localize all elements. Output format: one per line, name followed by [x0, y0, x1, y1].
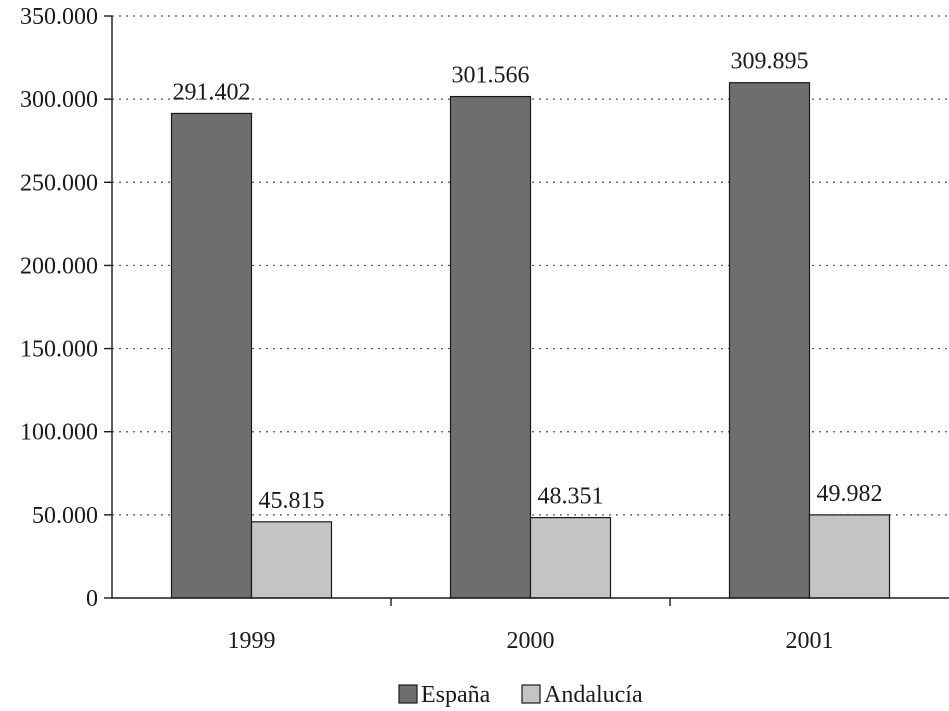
- y-tick-label: 350.000: [20, 4, 98, 30]
- data-label: 49.982: [817, 481, 883, 507]
- bar-andalucia-2001: [810, 515, 890, 598]
- legend: España Andalucía: [399, 682, 643, 708]
- legend-swatch-andalucia: [522, 685, 540, 703]
- y-tick-label: 300.000: [20, 87, 98, 113]
- data-label: 291.402: [173, 79, 251, 105]
- y-tick-label: 150.000: [20, 337, 98, 363]
- x-tick-label: 1999: [228, 628, 276, 654]
- bar-andalucia-2000: [531, 518, 611, 598]
- y-tick-label: 200.000: [20, 253, 98, 279]
- bar-andalucia-1999: [252, 522, 332, 598]
- x-axis-ticks: 1999 2000 2001: [228, 598, 834, 654]
- data-label: 301.566: [452, 63, 530, 89]
- y-axis-ticks: 0 50.000 100.000 150.000 200.000 250.000 300.0…: [20, 4, 112, 612]
- y-tick-label: 100.000: [20, 420, 98, 446]
- bars: [172, 83, 890, 598]
- legend-label-espana: España: [421, 682, 491, 708]
- y-tick-label: 250.000: [20, 170, 98, 196]
- y-tick-label: 0: [86, 586, 98, 612]
- bar-espana-2001: [730, 83, 810, 598]
- legend-swatch-espana: [399, 685, 417, 703]
- legend-label-andalucia: Andalucía: [544, 682, 643, 708]
- x-tick-label: 2001: [786, 628, 834, 654]
- data-label: 309.895: [731, 49, 809, 75]
- data-label: 48.351: [538, 484, 604, 510]
- bar-espana-1999: [172, 113, 252, 598]
- y-tick-label: 50.000: [32, 503, 98, 529]
- bar-espana-2000: [451, 97, 531, 598]
- x-tick-label: 2000: [507, 628, 555, 654]
- data-label: 45.815: [259, 488, 325, 514]
